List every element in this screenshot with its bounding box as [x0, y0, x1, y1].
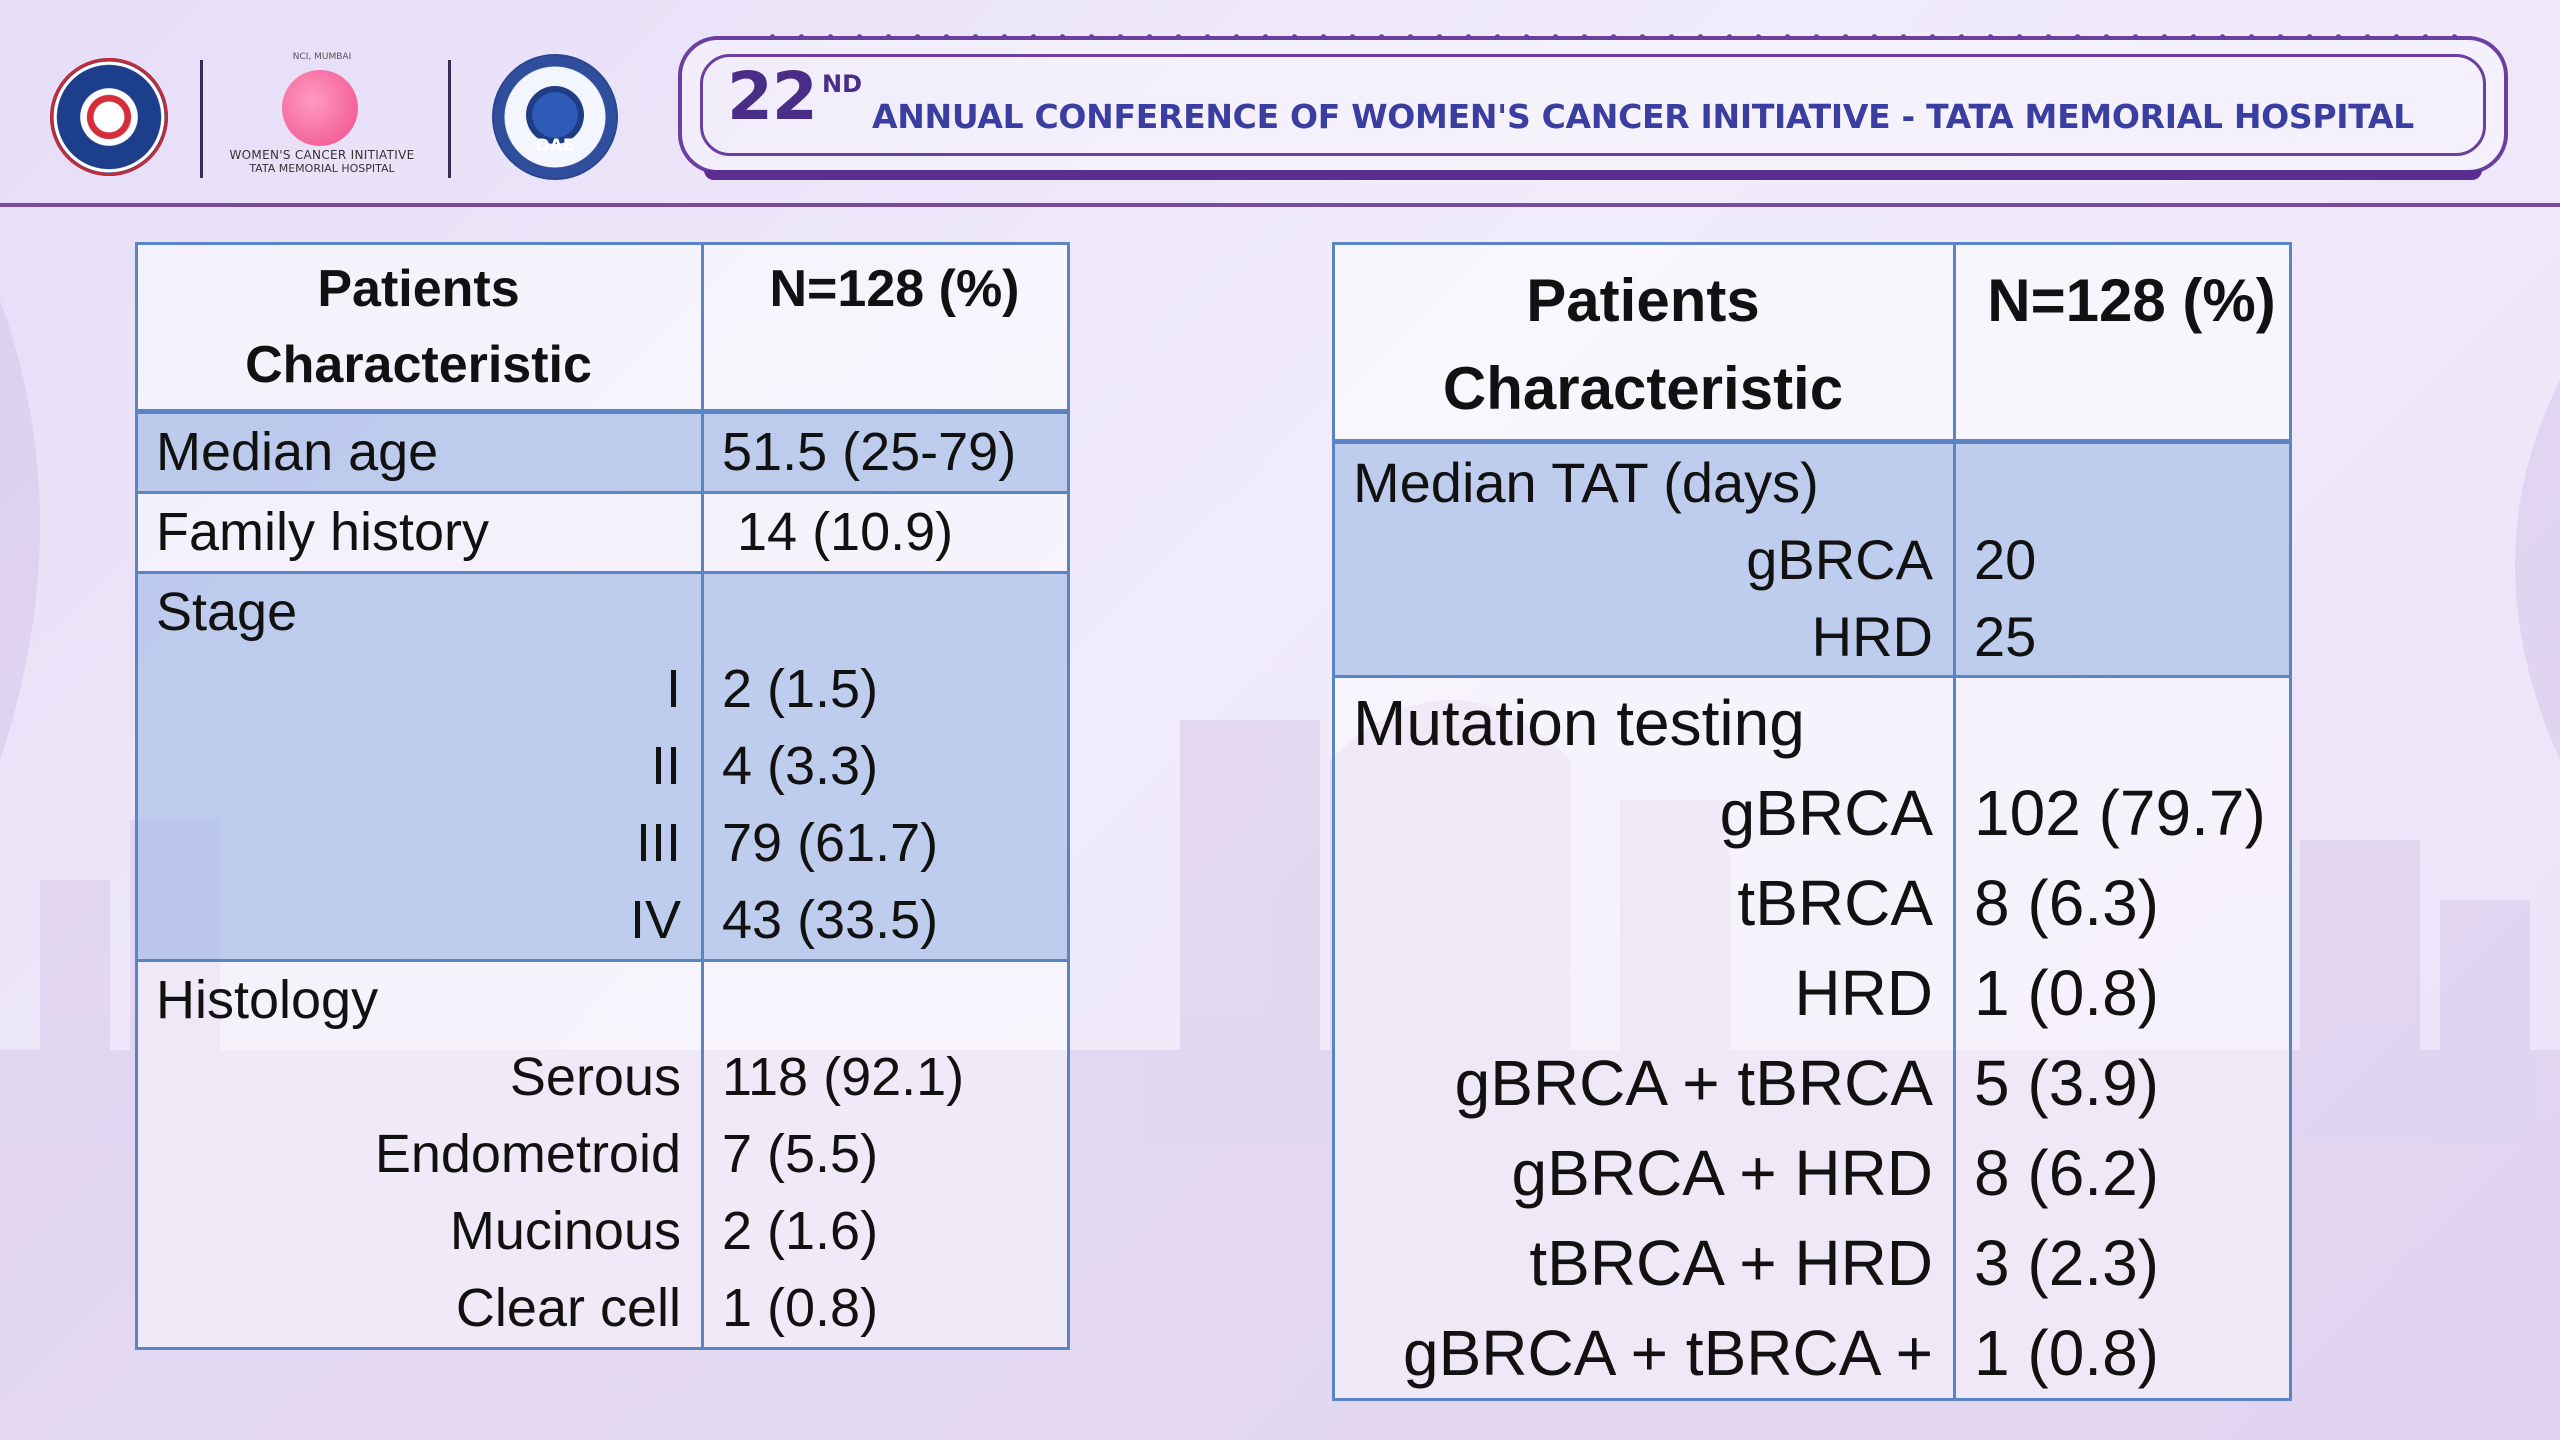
- mutation-value: 1 (0.8): [1974, 1317, 2159, 1389]
- row-value-family-history: 14 (10.9): [701, 491, 1070, 574]
- banner-inner-frame: [700, 54, 2486, 156]
- stage-label: IV: [629, 890, 681, 950]
- mutation-value: 3 (2.3): [1974, 1227, 2159, 1299]
- header-divider: [0, 203, 2560, 207]
- table-row-tat: Median TAT (days) gBRCA HRD 20 25: [1332, 440, 2292, 678]
- histology-value: 2 (1.6): [722, 1201, 879, 1261]
- tat-value: 20: [1974, 528, 2037, 591]
- tat-values-cell: 20 25: [1953, 440, 2292, 678]
- mutation-values-cell: 102 (79.7) 8 (6.3) 1 (0.8) 5 (3.9) 8 (6.…: [1953, 675, 2292, 1401]
- histology-label: Clear cell: [455, 1278, 681, 1338]
- logo-top-line: NCI, MUMBAI: [292, 52, 352, 62]
- mutation-label: tBRCA: [1737, 867, 1933, 939]
- histology-title: Histology: [156, 970, 379, 1030]
- stage-title: Stage: [156, 582, 298, 642]
- tat-label: gBRCA: [1746, 528, 1933, 591]
- histology-label: Endometroid: [374, 1124, 681, 1184]
- mutation-label: gBRCA: [1719, 777, 1933, 849]
- header-cell-characteristic: Patients Characteristic: [1332, 242, 1956, 444]
- banner-superscript: ND: [822, 70, 863, 98]
- womens-cancer-initiative-logo: NCI, MUMBAI WOMEN'S CANCER INITIATIVE TA…: [222, 48, 422, 178]
- histology-labels-cell: Histology Serous Endometroid Mucinous Cl…: [135, 959, 704, 1350]
- mutation-label: tBRCA + HRD: [1529, 1227, 1933, 1299]
- tat-labels-cell: Median TAT (days) gBRCA HRD: [1332, 440, 1956, 678]
- header-cell-n: N=128 (%): [1953, 242, 2292, 444]
- mutation-value: 1 (0.8): [1974, 957, 2159, 1029]
- mutation-value: 8 (6.2): [1974, 1137, 2159, 1209]
- mutation-labels-cell: Mutation testing gBRCA tBRCA HRD gBRCA +…: [1332, 675, 1956, 1401]
- header-cell-characteristic: Patients Characteristic: [135, 242, 704, 414]
- stage-value: 4 (3.3): [722, 736, 879, 796]
- logo-text-line1: WOMEN'S CANCER INITIATIVE: [229, 148, 415, 162]
- mutation-spacer: [1974, 678, 2289, 768]
- mutation-title: Mutation testing: [1353, 687, 1805, 759]
- stage-value: 79 (61.7): [722, 813, 939, 873]
- histology-label: Serous: [509, 1047, 681, 1107]
- table-row-histology: Histology Serous Endometroid Mucinous Cl…: [135, 959, 1070, 1350]
- header: NCI, MUMBAI WOMEN'S CANCER INITIATIVE TA…: [0, 0, 2560, 205]
- histology-spacer: [722, 962, 1067, 1039]
- stage-labels-cell: Stage I II III IV: [135, 571, 704, 962]
- row-label-family-history: Family history: [135, 491, 704, 574]
- tat-value: 25: [1974, 605, 2037, 668]
- histology-label: Mucinous: [449, 1201, 681, 1261]
- tat-title: Median TAT (days): [1353, 451, 1819, 514]
- atom-emblem-icon: [526, 86, 584, 144]
- dae-logo-text: DAE: [535, 136, 575, 156]
- row-label-median-age: Median age: [135, 410, 704, 494]
- wci-emblem-logo: [50, 58, 168, 176]
- stage-value: 43 (33.5): [722, 890, 939, 950]
- mutation-value: 5 (3.9): [1974, 1047, 2159, 1119]
- mutation-label: gBRCA + tBRCA +: [1402, 1317, 1933, 1389]
- banner-number: 22: [727, 58, 818, 135]
- stage-spacer: [722, 574, 1067, 651]
- mutation-label: gBRCA + tBRCA: [1454, 1047, 1933, 1119]
- mutation-label: HRD: [1794, 957, 1933, 1029]
- tat-spacer: [1974, 444, 2289, 521]
- mutation-value: 102 (79.7): [1974, 777, 2266, 849]
- row-value-median-age: 51.5 (25-79): [701, 410, 1070, 494]
- table-row-stage: Stage I II III IV 2 (1.5) 4 (3.3) 79 (61…: [135, 571, 1070, 962]
- patient-characteristics-table-right: Patients Characteristic N=128 (%) Median…: [1332, 242, 2292, 1401]
- table-header-row: Patients Characteristic N=128 (%): [1332, 242, 2292, 444]
- dae-logo: DAE: [492, 54, 618, 180]
- mutation-value: 8 (6.3): [1974, 867, 2159, 939]
- histology-value: 1 (0.8): [722, 1278, 879, 1338]
- stage-values-cell: 2 (1.5) 4 (3.3) 79 (61.7) 43 (33.5): [701, 571, 1070, 962]
- table-row-mutation: Mutation testing gBRCA tBRCA HRD gBRCA +…: [1332, 675, 2292, 1401]
- banner-title: ANNUAL CONFERENCE OF WOMEN'S CANCER INIT…: [872, 97, 2414, 136]
- patient-characteristics-table-left: Patients Characteristic N=128 (%) Median…: [135, 242, 1070, 1350]
- tat-label: HRD: [1811, 605, 1933, 668]
- table-row: Family history 14 (10.9): [135, 491, 1070, 574]
- stage-label: III: [635, 813, 681, 873]
- header-cell-n: N=128 (%): [701, 242, 1070, 414]
- histology-value: 118 (92.1): [722, 1047, 965, 1107]
- table-header-row: Patients Characteristic N=128 (%): [135, 242, 1070, 414]
- histology-values-cell: 118 (92.1) 7 (5.5) 2 (1.6) 1 (0.8): [701, 959, 1070, 1350]
- conference-banner: [678, 36, 2508, 180]
- table-row: Median age 51.5 (25-79): [135, 410, 1070, 494]
- logo-divider: [448, 60, 451, 178]
- histology-value: 7 (5.5): [722, 1124, 879, 1184]
- pink-circle-icon: [282, 70, 358, 146]
- mutation-label: gBRCA + HRD: [1511, 1137, 1933, 1209]
- banner-bottom-bar: [704, 170, 2482, 180]
- stage-label: II: [650, 736, 681, 796]
- stage-label: I: [665, 659, 681, 719]
- stage-value: 2 (1.5): [722, 659, 879, 719]
- logo-text-line2: TATA MEMORIAL HOSPITAL: [249, 162, 395, 175]
- logo-divider: [200, 60, 203, 178]
